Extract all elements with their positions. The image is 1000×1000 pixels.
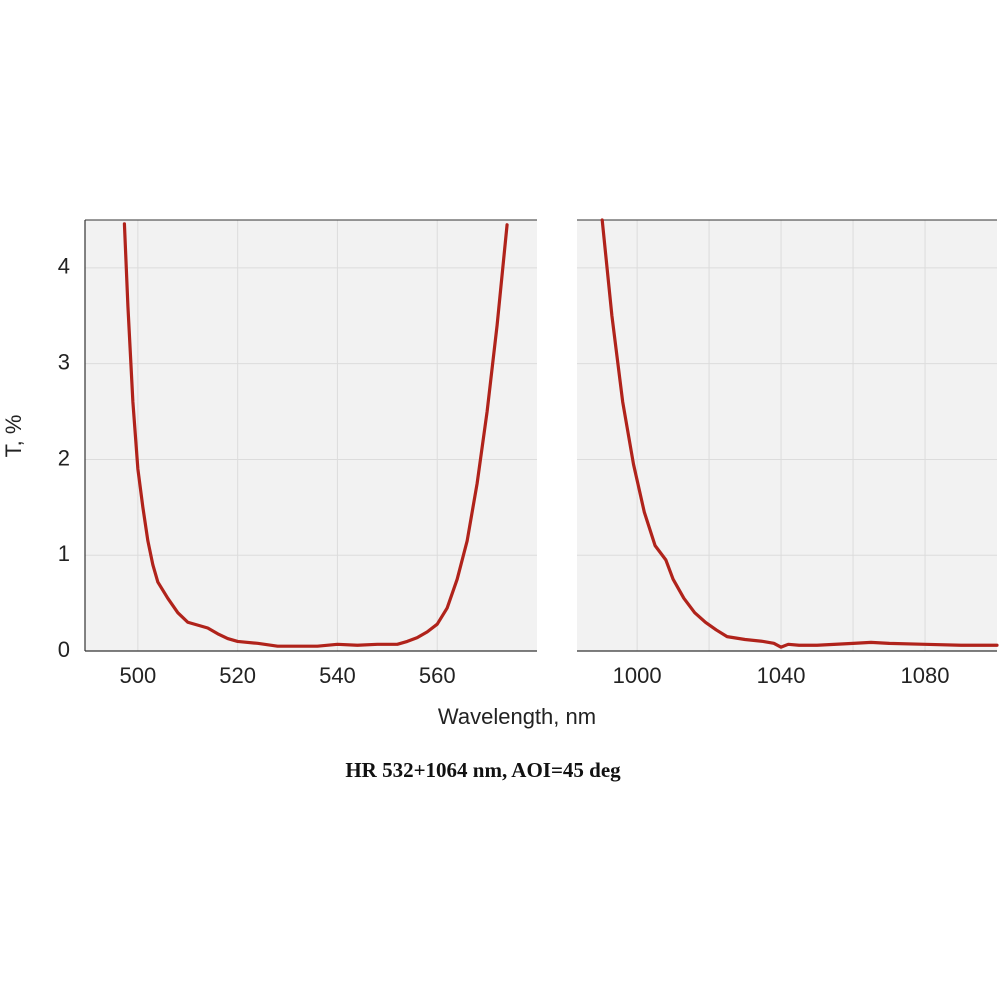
x-tick-label: 1000 [613, 663, 662, 688]
x-tick-label: 1080 [901, 663, 950, 688]
x-tick-label: 500 [120, 663, 157, 688]
x-tick-label: 1040 [757, 663, 806, 688]
data-line [600, 218, 999, 649]
y-axis-label: T, % [1, 415, 26, 458]
plot-background [85, 220, 537, 651]
x-tick-label: 520 [219, 663, 256, 688]
x-tick-label: 540 [319, 663, 356, 688]
plot-background [577, 220, 997, 651]
y-tick-label: 3 [58, 349, 70, 374]
y-tick-label: 2 [58, 445, 70, 470]
x-tick-label: 560 [419, 663, 456, 688]
y-tick-label: 4 [58, 254, 70, 279]
data-line [122, 222, 509, 648]
x-axis-label: Wavelength, nm [438, 704, 596, 729]
caption: HR 532+1064 nm, AOI=45 deg [345, 758, 621, 782]
y-tick-label: 0 [58, 637, 70, 662]
y-tick-label: 1 [58, 541, 70, 566]
